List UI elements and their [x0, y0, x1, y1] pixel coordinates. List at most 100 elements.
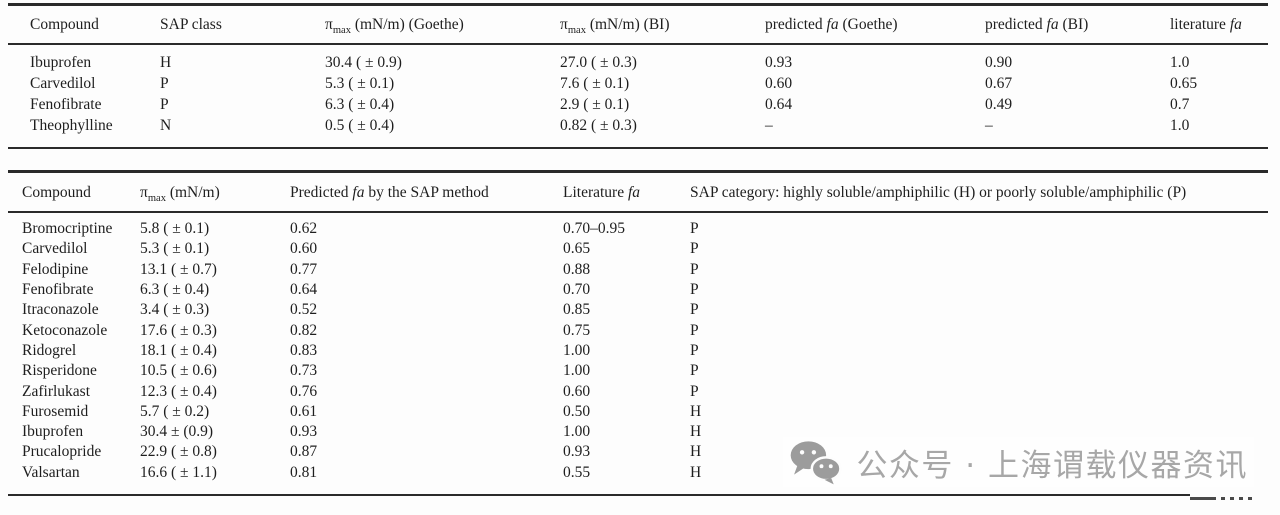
cell: 13.1 ( ± 0.7) [140, 260, 217, 278]
cell: P [690, 220, 699, 238]
table2-column-header-3: Literature fa [549, 171, 676, 213]
cell: Ibuprofen [30, 53, 92, 71]
cell: 0.65 [1170, 74, 1198, 92]
table-row: Fenofibrate 6.3 ( ± 0.4) 0.64 0.70 P [8, 280, 1268, 300]
cell: Fenofibrate [22, 281, 94, 299]
table-row: Bromocriptine 5.8 ( ± 0.1) 0.62 0.70–0.95 P [8, 212, 1268, 239]
cell: 0.62 [290, 220, 318, 238]
cell: P [690, 260, 699, 278]
cell: 0.64 [290, 281, 318, 299]
cell: 0.61 [290, 402, 318, 420]
table2-column-header-1: πmax (mN/m) [126, 171, 276, 213]
cell: Ketoconazole [22, 321, 108, 339]
cell: 1.00 [563, 341, 591, 359]
cell: P [690, 382, 699, 400]
table2-column-header-4: SAP category: highly soluble/amphiphilic… [676, 171, 1268, 213]
cell: P [690, 321, 699, 339]
table-row: Furosemid 5.7 ( ± 0.2) 0.61 0.50 H [8, 402, 1268, 422]
table-row: Carvedilol P 5.3 ( ± 0.1) 7.6 ( ± 0.1) 0.60 0… [8, 73, 1268, 94]
cell: Risperidone [22, 362, 97, 380]
cell: 0.83 [290, 341, 318, 359]
cell: P [160, 95, 169, 113]
cell: – [985, 116, 993, 134]
table-row: Ridogrel 18.1 ( ± 0.4) 0.83 1.00 P [8, 341, 1268, 361]
cell: 10.5 ( ± 0.6) [140, 362, 217, 380]
table1-column-header-4: predicted fa (Goethe) [743, 4, 963, 45]
table1-column-header-3: πmax (mN/m) (BI) [538, 4, 743, 45]
cell: Carvedilol [22, 240, 88, 258]
table1-column-header-6: literature fa [1148, 4, 1268, 45]
table2-body: Bromocriptine 5.8 ( ± 0.1) 0.62 0.70–0.95 P C… [8, 212, 1268, 495]
wechat-icon [789, 439, 843, 485]
cell: 16.6 ( ± 1.1) [140, 463, 217, 481]
cell: H [690, 463, 702, 481]
cell: P [690, 240, 699, 258]
cell: Ridogrel [22, 341, 77, 359]
cell: P [690, 362, 699, 380]
table-row: Felodipine 13.1 ( ± 0.7) 0.77 0.88 P [8, 260, 1268, 280]
table1-header: Compound SAP class πmax (mN/m) (Goethe) πma… [8, 4, 1268, 45]
cell: 0.70 [563, 281, 591, 299]
cell: 5.3 ( ± 0.1) [325, 74, 395, 92]
cell: 0.85 [563, 301, 591, 319]
cell: 0.73 [290, 362, 318, 380]
cell: 0.67 [985, 74, 1013, 92]
sap-method-table: Compound πmax (mN/m) Predicted fa by the S… [8, 170, 1268, 496]
table-row: Ibuprofen 30.4 ± (0.9) 0.93 1.00 H [8, 422, 1268, 442]
cell: 0.65 [563, 240, 591, 258]
table-row: Risperidone 10.5 ( ± 0.6) 0.73 1.00 P [8, 361, 1268, 381]
cell: Bromocriptine [22, 220, 113, 238]
cell: Theophylline [30, 116, 113, 134]
dot [1221, 496, 1225, 500]
cell: 0.81 [290, 463, 318, 481]
table2-header: Compound πmax (mN/m) Predicted fa by the S… [8, 171, 1268, 213]
cell: 0.82 [290, 321, 318, 339]
cell: 5.3 ( ± 0.1) [140, 240, 210, 258]
cell: H [690, 443, 702, 461]
cell: 0.7 [1170, 95, 1190, 113]
cell: 6.3 ( ± 0.4) [325, 95, 395, 113]
table1-column-header-5: predicted fa (BI) [963, 4, 1148, 45]
dot [1239, 496, 1243, 500]
table-row: Theophylline N 0.5 ( ± 0.4) 0.82 ( ± 0.3) – –… [8, 115, 1268, 148]
cell: 12.3 ( ± 0.4) [140, 382, 217, 400]
watermark-text: 公众号 · 上海谓载仪器资讯 [856, 447, 1248, 484]
cell: 1.0 [1170, 53, 1190, 71]
table-row: Itraconazole 3.4 ( ± 0.3) 0.52 0.85 P [8, 300, 1268, 320]
cell: 27.0 ( ± 0.3) [560, 53, 637, 71]
cell: 0.49 [985, 95, 1013, 113]
cell: 30.4 ( ± 0.9) [325, 53, 402, 71]
cell: Zafirlukast [22, 382, 91, 400]
cell: 2.9 ( ± 0.1) [560, 95, 630, 113]
table-row: Prucalopride 22.9 ( ± 0.8) 0.87 0.93 H [8, 442, 1268, 462]
cell: 0.93 [563, 443, 591, 461]
cell: 1.0 [1170, 116, 1190, 134]
cell: P [160, 74, 169, 92]
table-row: Fenofibrate P 6.3 ( ± 0.4) 2.9 ( ± 0.1) 0.64… [8, 94, 1268, 115]
table1-column-header-1: SAP class [138, 4, 303, 45]
table-row: Zafirlukast 12.3 ( ± 0.4) 0.76 0.60 P [8, 381, 1268, 401]
cell: 0.60 [563, 382, 591, 400]
cell: Fenofibrate [30, 95, 102, 113]
dot [1230, 496, 1234, 500]
cell: 0.75 [563, 321, 591, 339]
cell: 0.60 [290, 240, 318, 258]
cell: 5.8 ( ± 0.1) [140, 220, 210, 238]
cell: P [690, 341, 699, 359]
cell: 0.87 [290, 443, 318, 461]
cell: 0.93 [290, 423, 318, 441]
cell: 1.00 [563, 362, 591, 380]
cell: 0.52 [290, 301, 318, 319]
table-row: Carvedilol 5.3 ( ± 0.1) 0.60 0.65 P [8, 239, 1268, 259]
cell: 0.60 [765, 74, 793, 92]
cell: Itraconazole [22, 301, 99, 319]
cell: 17.6 ( ± 0.3) [140, 321, 217, 339]
table-row: Ketoconazole 17.6 ( ± 0.3) 0.82 0.75 P [8, 320, 1268, 340]
dash [1190, 496, 1216, 500]
cell: 1.00 [563, 423, 591, 441]
cell: P [690, 281, 699, 299]
cell: H [690, 423, 702, 441]
cell: 0.55 [563, 463, 591, 481]
cell: Carvedilol [30, 74, 96, 92]
cell: 30.4 ± (0.9) [140, 423, 214, 441]
